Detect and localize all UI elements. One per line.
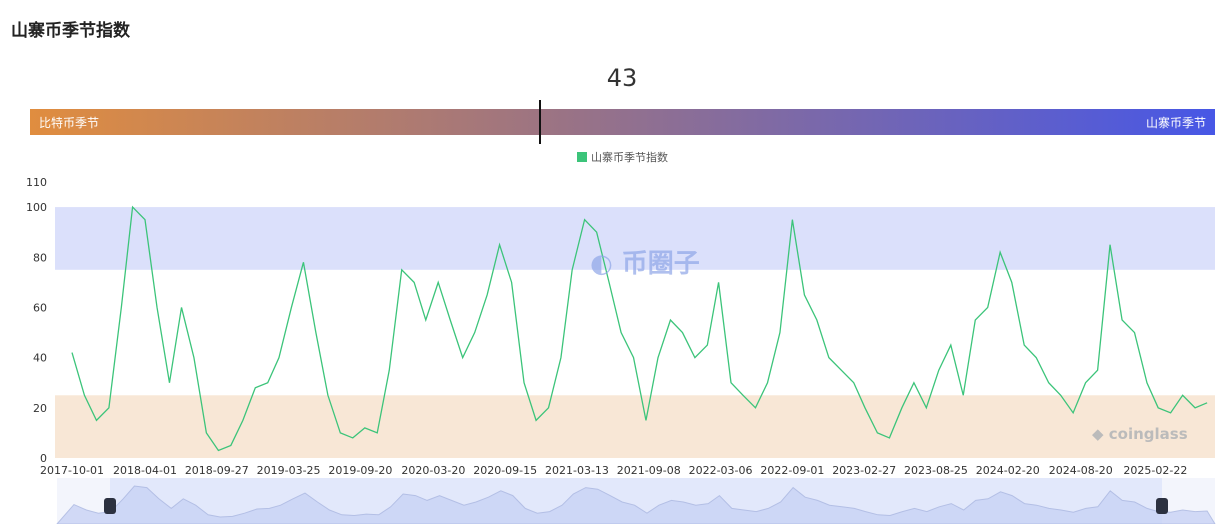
y-tick-label: 60 — [33, 301, 47, 314]
x-tick-label: 2024-08-20 — [1049, 464, 1113, 477]
x-tick-label: 2022-03-06 — [689, 464, 753, 477]
x-tick-label: 2018-04-01 — [113, 464, 177, 477]
legend-label: 山寨币季节指数 — [591, 151, 668, 164]
x-tick-label: 2018-09-27 — [185, 464, 249, 477]
zoom-slider-preview — [56, 485, 1216, 524]
legend-item[interactable]: 山寨币季节指数 — [577, 149, 668, 165]
altcoin-season-label: 山寨币季节 — [1145, 116, 1206, 130]
index-line — [71, 205, 1208, 452]
site-watermark: ◐ 币圈子 — [590, 249, 700, 279]
x-tick-label: 2019-09-20 — [328, 464, 392, 477]
page-title: 山寨币季节指数 — [11, 21, 130, 41]
zoom-handle-left[interactable] — [104, 498, 116, 514]
x-tick-label: 2021-03-13 — [545, 464, 609, 477]
season-gradient-bar: 比特币季节 山寨币季节 — [30, 109, 1215, 135]
x-tick-label: 2025-02-22 — [1123, 464, 1187, 477]
x-tick-label: 2023-08-25 — [904, 464, 968, 477]
y-tick-label: 20 — [33, 402, 47, 415]
bitcoin-season-band — [55, 395, 1215, 458]
x-tick-label: 2020-03-20 — [401, 464, 465, 477]
x-tick-label: 2017-10-01 — [40, 464, 104, 477]
bitcoin-season-label: 比特币季节 — [39, 116, 100, 130]
legend-swatch — [577, 152, 587, 162]
x-tick-label: 2021-09-08 — [617, 464, 681, 477]
y-tick-label: 40 — [33, 352, 47, 365]
x-tick-label: 2024-02-20 — [976, 464, 1040, 477]
current-index-value: 43 — [606, 64, 638, 92]
x-tick-label: 2019-03-25 — [257, 464, 321, 477]
zoom-handle-right[interactable] — [1156, 498, 1168, 514]
x-tick-label: 2022-09-01 — [760, 464, 824, 477]
y-tick-label: 0 — [40, 452, 47, 465]
y-tick-label: 80 — [33, 251, 47, 264]
altcoin-season-band — [55, 207, 1215, 270]
y-tick-label: 100 — [26, 201, 47, 214]
x-tick-label: 2023-02-27 — [832, 464, 896, 477]
coinglass-watermark: ◆ coinglass — [1092, 425, 1188, 443]
x-tick-label: 2020-09-15 — [473, 464, 537, 477]
y-tick-label: 110 — [26, 176, 47, 189]
current-index-marker — [538, 100, 541, 144]
